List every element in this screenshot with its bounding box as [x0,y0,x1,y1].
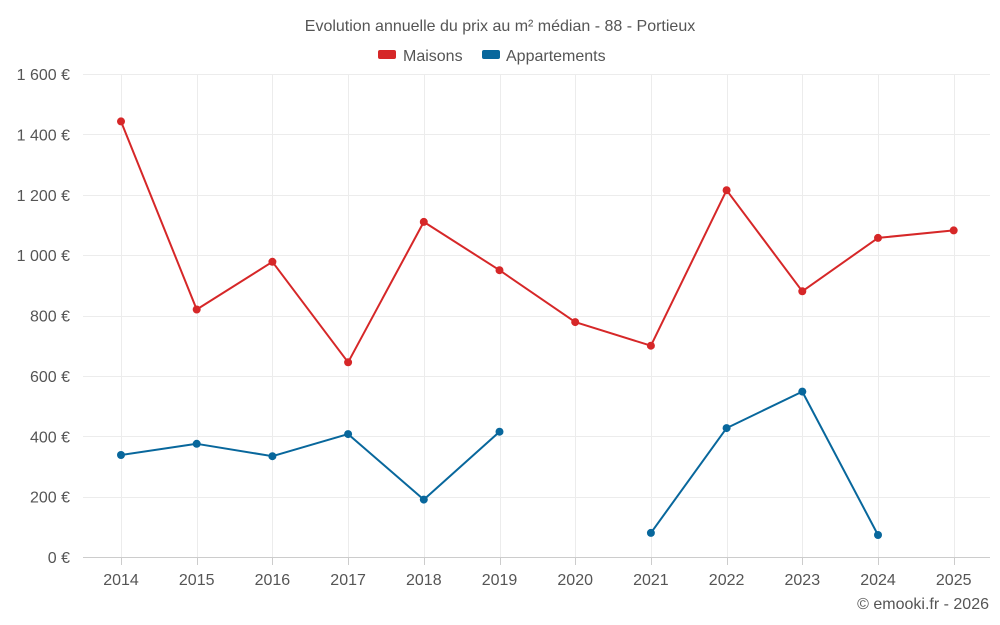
legend-swatch-maisons [378,50,396,59]
series-appartements [117,387,882,539]
data-point-appartements[interactable] [646,528,655,537]
y-tick-label: 600 € [30,369,70,386]
series-line-appartements [120,430,501,501]
data-point-maisons[interactable] [874,233,882,242]
x-tick-label: 2015 [179,572,215,589]
data-point-maisons[interactable] [117,117,125,126]
data-point-appartements[interactable] [192,439,201,448]
y-tick-label: 200 € [30,490,70,507]
series-line-maisons [120,121,954,364]
x-tick-label: 2019 [482,572,518,589]
legend[interactable]: Maisons Appartements [378,48,606,65]
data-point-appartements[interactable] [874,531,882,539]
series-maisons [117,117,958,367]
x-tick-label: 2020 [557,572,593,589]
chart-title: Evolution annuelle du prix au m² médian … [305,18,695,35]
y-axis: 0 € 200 € 400 € 600 € 800 € 1 000 € 1 200 € 1 4… [17,67,70,567]
series [117,117,958,539]
data-point-maisons[interactable] [949,226,958,235]
x-tick-label: 2014 [103,572,139,589]
data-point-maisons[interactable] [798,287,807,296]
data-point-appartements[interactable] [268,452,277,461]
y-tick-label: 1 200 € [17,188,70,205]
y-tick-label: 800 € [30,309,70,326]
y-tick-label: 1 400 € [17,127,70,144]
data-point-maisons[interactable] [268,257,277,266]
legend-label-maisons: Maisons [403,48,463,65]
data-point-appartements[interactable] [419,495,428,504]
data-point-maisons[interactable] [722,186,731,195]
data-point-maisons[interactable] [192,305,201,314]
y-tick-label: 1 000 € [17,248,70,265]
data-point-maisons[interactable] [571,318,580,327]
x-tick-label: 2021 [633,572,669,589]
x-tick-label: 2017 [330,572,366,589]
y-tick-label: 0 € [48,550,70,567]
data-point-appartements[interactable] [722,424,731,433]
x-tick-label: 2025 [936,572,972,589]
data-point-appartements[interactable] [117,451,125,459]
x-tick-label: 2024 [860,572,896,589]
x-tick-label: 2018 [406,572,442,589]
data-point-maisons[interactable] [495,266,504,275]
x-tick-label: 2023 [785,572,821,589]
data-point-maisons[interactable] [419,217,428,226]
grid [83,74,990,557]
y-tick-label: 1 600 € [17,67,70,84]
x-tick-label: 2022 [709,572,745,589]
data-point-appartements[interactable] [495,427,504,436]
data-point-appartements[interactable] [344,430,353,439]
legend-item-appartements[interactable]: Appartements [482,48,606,65]
y-tick-label: 400 € [30,429,70,446]
data-point-maisons[interactable] [344,358,353,367]
legend-item-maisons[interactable]: Maisons [378,48,463,65]
legend-label-appartements: Appartements [506,48,606,65]
data-point-appartements[interactable] [798,387,807,396]
x-axis: 2014 2015 2016 2017 2018 2019 2020 2021 2022 2023… [103,557,972,589]
data-point-maisons[interactable] [646,341,655,350]
x-tick-label: 2016 [255,572,291,589]
series-line-appartements [650,390,879,536]
legend-swatch-appartements [482,50,500,59]
credit: © emooki.fr - 2026 [857,596,989,613]
